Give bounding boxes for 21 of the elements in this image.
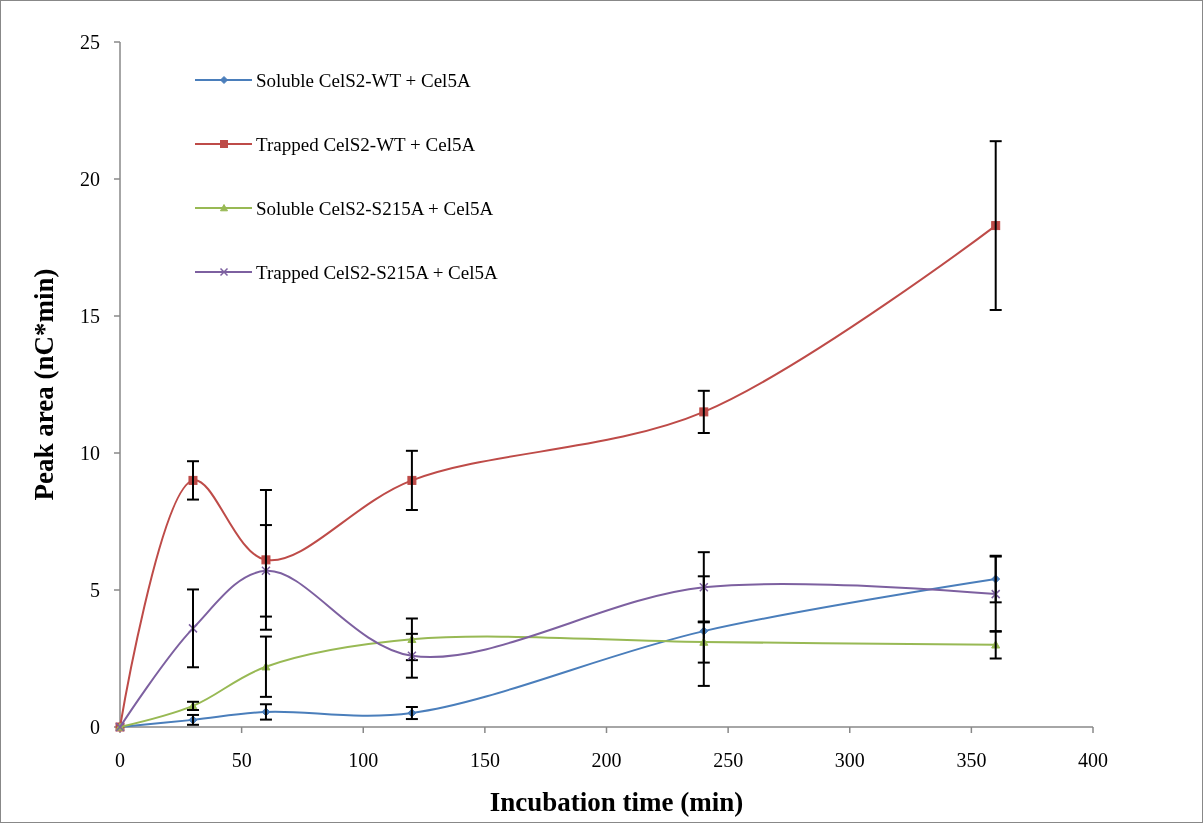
y-tick-label: 25 <box>80 31 100 53</box>
y-tick-label: 20 <box>80 168 100 190</box>
legend-label: Soluble CelS2-S215A + Cel5A <box>256 197 494 219</box>
legend-label: Soluble CelS2-WT + Cel5A <box>256 69 471 91</box>
x-tick-label: 0 <box>115 749 125 771</box>
x-tick-label: 350 <box>956 749 987 771</box>
x-tick-label: 100 <box>348 749 379 771</box>
x-tick-label: 150 <box>469 749 500 771</box>
x-tick-label: 200 <box>591 749 622 771</box>
y-axis-title: Peak area (nC*min) <box>29 268 59 501</box>
y-tick-label: 5 <box>90 579 100 601</box>
x-tick-label: 300 <box>834 749 865 771</box>
y-tick-label: 15 <box>80 305 100 327</box>
y-tick-label: 0 <box>90 716 100 738</box>
x-tick-label: 50 <box>231 749 252 771</box>
y-tick-label: 10 <box>80 442 100 464</box>
x-tick-label: 250 <box>713 749 744 771</box>
x-tick-label: 400 <box>1078 749 1108 771</box>
x-axis-title: Incubation time (min) <box>489 787 744 817</box>
legend-label: Trapped CelS2-WT + Cel5A <box>256 133 476 155</box>
legend-label: Trapped CelS2-S215A + Cel5A <box>256 261 498 283</box>
